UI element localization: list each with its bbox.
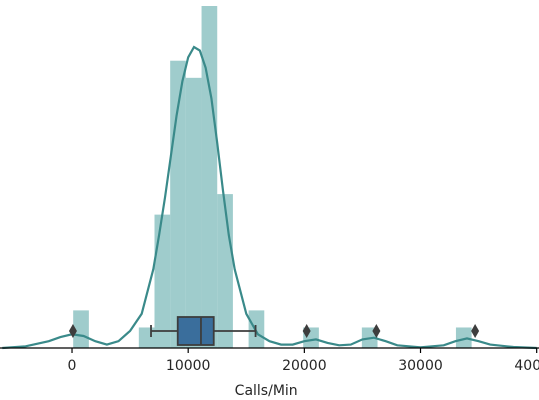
x-tick-label: 40000 xyxy=(514,358,539,374)
histogram-bar xyxy=(73,310,89,348)
histogram-bar xyxy=(154,214,171,348)
x-tick-label: 30000 xyxy=(398,358,443,374)
x-tick-label: 20000 xyxy=(282,358,327,374)
histogram-bar xyxy=(185,77,202,348)
boxplot xyxy=(68,316,480,346)
histogram-bar xyxy=(217,194,233,348)
boxplot-box xyxy=(176,316,215,346)
boxplot-outlier xyxy=(302,324,311,338)
histogram-bar xyxy=(201,6,218,348)
x-axis-label: Calls/Min xyxy=(235,383,298,399)
boxplot-outlier xyxy=(68,324,77,338)
x-ticks: 0 10000 20000 30000 40000 xyxy=(68,348,539,374)
x-tick-label: 0 xyxy=(68,358,77,374)
x-tick-label: 10000 xyxy=(166,358,211,374)
histogram-bars xyxy=(73,6,472,348)
boxplot-outlier xyxy=(372,324,381,338)
boxplot-outlier xyxy=(471,324,480,338)
kde-curve xyxy=(2,45,537,350)
histogram-bar xyxy=(455,327,472,348)
